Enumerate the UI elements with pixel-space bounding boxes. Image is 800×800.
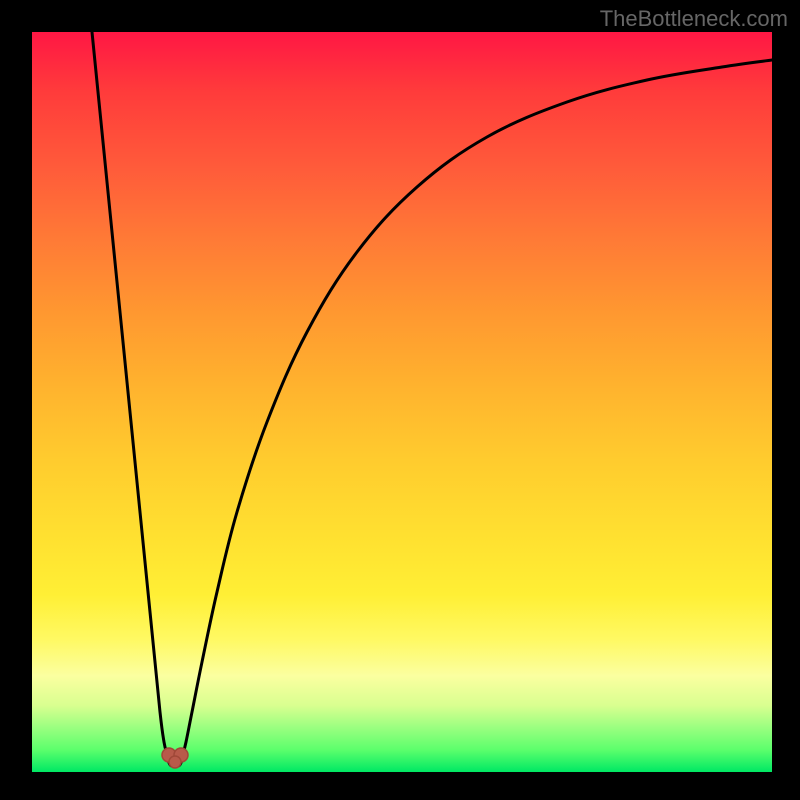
curve-trough-markers xyxy=(162,748,188,768)
curve-left-branch xyxy=(92,32,167,754)
trough-marker xyxy=(169,756,181,768)
curve-right-branch xyxy=(183,60,772,754)
plot-area xyxy=(32,32,772,772)
chart-canvas: TheBottleneck.com xyxy=(0,0,800,800)
watermark-text: TheBottleneck.com xyxy=(600,6,788,32)
bottleneck-curve xyxy=(32,32,772,772)
